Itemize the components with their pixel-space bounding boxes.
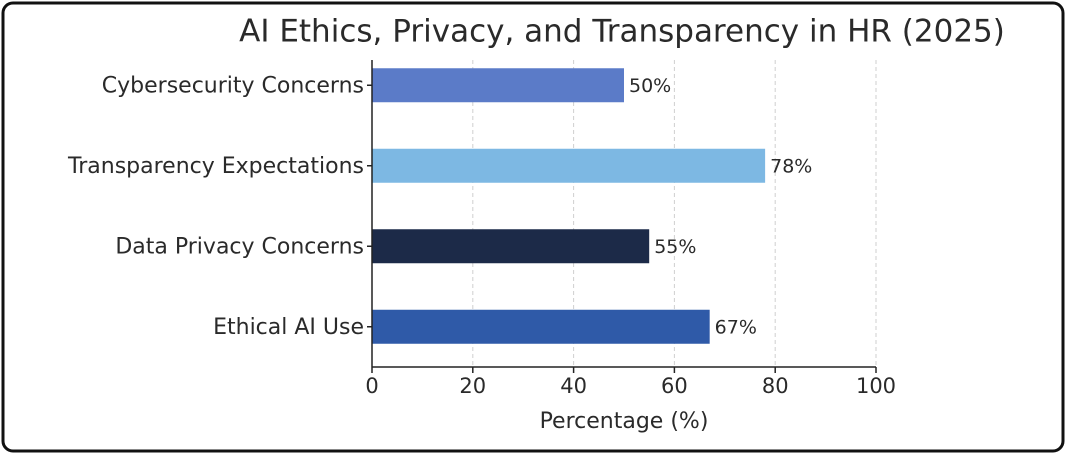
- chart-title: AI Ethics, Privacy, and Transparency in …: [239, 14, 1005, 50]
- value-label: 55%: [654, 236, 696, 258]
- bar: [372, 309, 710, 344]
- x-tick-label: 60: [661, 374, 688, 398]
- y-tick-label: Data Privacy Concerns: [115, 234, 364, 259]
- bar: [372, 148, 766, 183]
- bar: [372, 229, 650, 264]
- x-tick-label: 100: [856, 374, 896, 398]
- bar: [372, 68, 624, 103]
- y-tick-label: Cybersecurity Concerns: [102, 73, 364, 98]
- x-tick-label: 40: [560, 374, 587, 398]
- y-tick-label: Transparency Expectations: [67, 154, 364, 179]
- x-tick-label: 20: [459, 374, 486, 398]
- x-axis-label: Percentage (%): [540, 409, 709, 434]
- x-tick-label: 80: [762, 374, 789, 398]
- value-label: 50%: [629, 75, 671, 97]
- value-label: 67%: [715, 316, 757, 338]
- x-tick-label: 0: [365, 374, 378, 398]
- y-tick-label: Ethical AI Use: [213, 315, 364, 340]
- value-label: 78%: [770, 155, 812, 177]
